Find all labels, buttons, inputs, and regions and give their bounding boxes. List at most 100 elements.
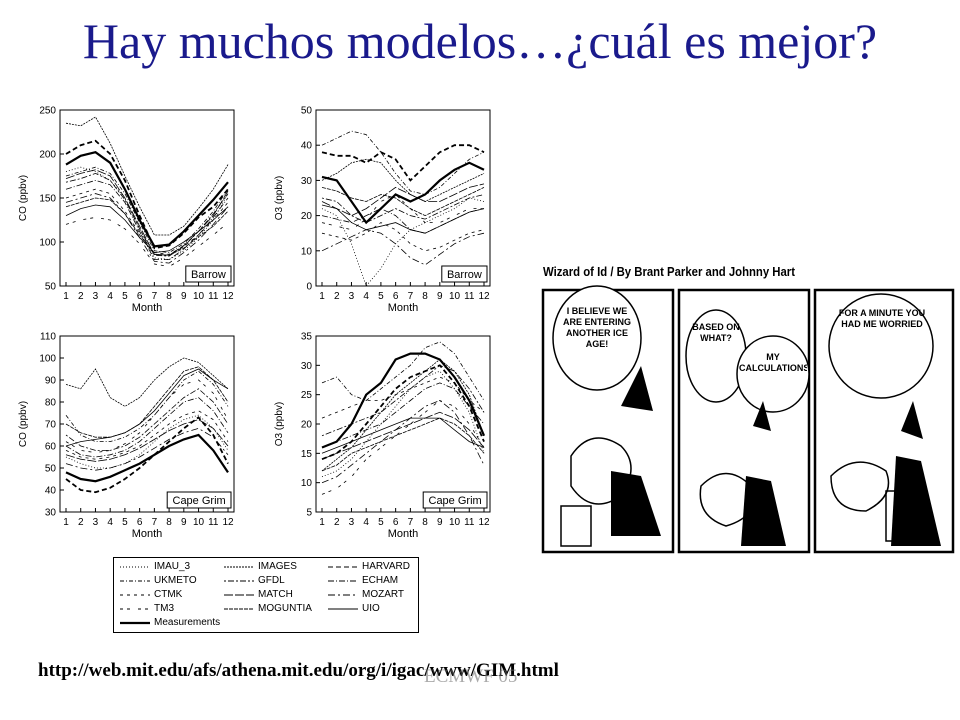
comic-drawing: Wizard of Id / By Brant Parker and Johnn… xyxy=(541,265,955,554)
co-barrow-plot-frame xyxy=(59,109,235,287)
legend-label: IMAU_3 xyxy=(154,561,191,572)
co-barrow-xtick-label: 5 xyxy=(122,291,128,302)
o3-barrow-xtick-label: 3 xyxy=(349,291,355,302)
legend-label: MATCH xyxy=(258,589,293,600)
co-capegrim-ytick-label: 30 xyxy=(45,508,57,519)
legend-item: UKMETO xyxy=(120,575,197,586)
co-capegrim-series-images xyxy=(65,357,229,407)
o3-barrow-xtick-label: 4 xyxy=(363,291,369,302)
co-capegrim-xtick-label: 6 xyxy=(137,517,143,528)
co-barrow-ytick-label: 250 xyxy=(39,106,56,117)
co-barrow-xtick-label: 2 xyxy=(78,291,84,302)
legend-swatch xyxy=(120,621,150,624)
co-capegrim-ylabel: CO (ppbv) xyxy=(18,401,29,447)
o3-barrow-xtick-label: 12 xyxy=(478,291,490,302)
o3-capegrim-xtick-label: 1 xyxy=(319,517,325,528)
legend-swatch xyxy=(224,594,254,595)
co-barrow-series-harvard xyxy=(65,139,229,250)
co-capegrim-xtick-label: 4 xyxy=(107,517,113,528)
o3-capegrim-series-mozart xyxy=(321,400,485,484)
co-capegrim-ytick-label: 90 xyxy=(45,376,57,387)
co-capegrim-ytick-label: 40 xyxy=(45,486,57,497)
o3-capegrim-station-box xyxy=(422,491,488,509)
o3-capegrim-series-ukmeto xyxy=(321,341,485,401)
source-url-overlay: ECMWF 05 xyxy=(424,666,518,687)
co-capegrim-xtick-label: 11 xyxy=(208,517,219,528)
o3-capegrim-xtick-label: 7 xyxy=(408,517,414,528)
legend-swatch xyxy=(120,566,150,567)
co-capegrim-series-ukmeto xyxy=(65,370,229,442)
o3-capegrim-series-harvard xyxy=(321,364,485,461)
chart-legend: IMAU_3 IMAGES HARVARD UKMETO GFDL ECHAM CTMK MA… xyxy=(113,557,419,633)
co-barrow-ytick-label: 200 xyxy=(39,150,56,161)
o3-capegrim-series-gfdl xyxy=(321,364,485,437)
co-barrow-xtick-label: 1 xyxy=(63,291,69,302)
co-capegrim-ytick-label: 70 xyxy=(45,420,57,431)
legend-label: TM3 xyxy=(154,603,174,614)
comic-bubble-3: FOR A MINUTE YOU HAD ME WORRIED xyxy=(838,308,926,329)
chart-co-barrow: 50 100 150 200 250 1 2 3 4 5 6 7 8 9 10 11 12 Month CO (pp… xyxy=(8,100,240,330)
o3-capegrim-series-moguntia xyxy=(321,417,485,472)
legend-label: HARVARD xyxy=(362,561,410,572)
o3-capegrim-ytick-label: 30 xyxy=(301,361,313,372)
co-capegrim-series-match xyxy=(65,419,229,462)
legend-item: MOGUNTIA xyxy=(224,603,312,614)
co-capegrim-xlabel: Month xyxy=(132,528,163,540)
legend-label: GFDL xyxy=(258,575,285,586)
co-barrow-series-match xyxy=(65,169,229,256)
legend-swatch xyxy=(328,594,358,595)
co-barrow-xtick-label: 11 xyxy=(208,291,219,302)
o3-barrow-station-label: Barrow xyxy=(447,269,482,281)
o3-barrow-series-moguntia xyxy=(321,187,485,217)
o3-barrow-plot-frame xyxy=(315,109,491,287)
o3-capegrim-xtick-label: 6 xyxy=(393,517,399,528)
legend-label: Measurements xyxy=(154,617,221,628)
o3-capegrim-station-label: Cape Grim xyxy=(429,495,482,507)
co-barrow-xtick-label: 3 xyxy=(93,291,99,302)
o3-capegrim-series-uio xyxy=(321,417,485,454)
co-capegrim-xtick-label: 8 xyxy=(166,517,172,528)
o3-barrow-xtick-label: 9 xyxy=(437,291,443,302)
co-capegrim-xtick-label: 2 xyxy=(78,517,84,528)
o3-barrow-series-ctmk xyxy=(321,222,485,252)
legend-item: GFDL xyxy=(224,575,285,586)
o3-capegrim-ytick-label: 15 xyxy=(301,449,313,460)
co-capegrim-station-box xyxy=(166,491,232,509)
legend-item: TM3 xyxy=(120,603,174,614)
co-capegrim-station-label: Cape Grim xyxy=(173,495,226,507)
legend-item: MATCH xyxy=(224,589,293,600)
o3-barrow-series-harvard xyxy=(321,144,485,182)
co-capegrim-series-ctmk xyxy=(65,410,229,460)
co-barrow-series-tm3 xyxy=(65,216,229,268)
co-capegrim-ytick-label: 50 xyxy=(45,464,57,475)
legend-item: CTMK xyxy=(120,589,182,600)
o3-capegrim-series-ctmk xyxy=(321,376,485,419)
o3-barrow-xtick-label: 5 xyxy=(378,291,384,302)
co-capegrim-series-tm3 xyxy=(65,379,229,454)
o3-capegrim-xlabel: Month xyxy=(388,528,419,540)
o3-barrow-xtick-label: 7 xyxy=(408,291,414,302)
chart-o3-capegrim: 5 10 15 20 25 30 35 1 2 3 4 5 6 7 8 9 10 11 12 Month O3 (ppb… xyxy=(264,326,496,556)
o3-barrow-ytick-label: 40 xyxy=(301,141,313,152)
co-barrow-series-echam xyxy=(65,179,229,261)
o3-capegrim-xtick-label: 12 xyxy=(478,517,490,528)
o3-barrow-xtick-label: 6 xyxy=(393,291,399,302)
co-barrow-series-images xyxy=(65,116,229,236)
o3-capegrim-xtick-label: 8 xyxy=(422,517,428,528)
legend-swatch xyxy=(224,566,254,567)
o3-barrow-series-tm3 xyxy=(321,194,484,231)
o3-barrow-ylabel: O3 (ppbv) xyxy=(274,176,285,220)
co-capegrim-ytick-label: 60 xyxy=(45,442,57,453)
co-capegrim-series-echam xyxy=(65,397,229,458)
co-barrow-ytick-label: 100 xyxy=(39,238,56,249)
co-barrow-station-label: Barrow xyxy=(191,269,226,281)
co-capegrim-series-mozart xyxy=(65,427,229,471)
o3-barrow-station-box xyxy=(441,265,488,283)
legend-swatch xyxy=(328,566,358,567)
o3-capegrim-ytick-label: 10 xyxy=(301,478,313,489)
o3-barrow-series-match xyxy=(321,183,485,217)
legend-swatch xyxy=(120,580,150,581)
co-barrow-series-gfdl xyxy=(65,172,229,257)
legend-label: MOGUNTIA xyxy=(258,603,312,614)
